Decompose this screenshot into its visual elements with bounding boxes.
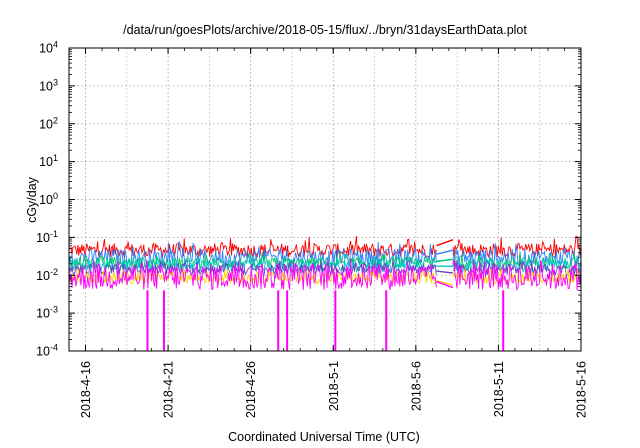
series-trace (68, 258, 437, 291)
y-tick-exponent: -3 (50, 305, 58, 315)
gap-connector (436, 258, 454, 263)
series-trace (452, 258, 582, 292)
series-6 (68, 258, 582, 351)
y-tick-base: 10 (36, 231, 50, 245)
y-tick-base: 10 (39, 117, 53, 131)
data-series (68, 235, 582, 351)
y-tick-label: 10-2 (36, 267, 58, 283)
x-tick-label: 2018-5-1 (327, 361, 341, 411)
y-tick-label: 10-3 (36, 305, 58, 321)
y-tick-base: 10 (39, 193, 53, 207)
x-tick-label: 2018-5-11 (492, 361, 506, 417)
x-tick-label: 2018-4-21 (162, 361, 176, 418)
gap-connector (436, 249, 454, 255)
y-tick-base: 10 (36, 307, 50, 321)
y-tick-label: 10-4 (36, 343, 58, 359)
series-trace (68, 236, 437, 259)
y-tick-label: 10-1 (36, 229, 58, 245)
x-tick-label: 2018-4-26 (244, 361, 258, 418)
y-tick-exponent: 1 (53, 153, 58, 163)
x-tick-label: 2018-4-16 (79, 361, 93, 418)
y-tick-base: 10 (39, 79, 53, 93)
y-tick-label: 100 (39, 191, 58, 207)
gap-connector (436, 239, 454, 247)
y-tick-exponent: -4 (50, 343, 58, 353)
y-tick-exponent: 3 (53, 77, 58, 87)
y-tick-base: 10 (36, 269, 50, 283)
y-tick-label: 103 (39, 77, 58, 93)
chart-title: /data/run/goesPlots/archive/2018-05-15/f… (123, 23, 527, 37)
y-tick-label: 104 (39, 40, 58, 56)
gap-connector (436, 280, 454, 286)
x-axis-label: Coordinated Universal Time (UTC) (228, 430, 420, 444)
y-tick-label: 101 (39, 153, 58, 169)
y-axis-label: cGy/day (25, 176, 39, 223)
y-tick-exponent: 0 (53, 191, 58, 201)
y-tick-exponent: -1 (50, 229, 58, 239)
y-tick-exponent: 2 (53, 115, 58, 125)
y-tick-base: 10 (36, 345, 50, 359)
x-tick-label: 2018-5-16 (575, 361, 589, 418)
x-tick-label: 2018-5-6 (409, 361, 423, 411)
axes-ticks: 10-410-310-210-11001011021031042018-4-16… (36, 40, 588, 419)
y-tick-base: 10 (39, 42, 53, 56)
gap-connector (436, 270, 454, 274)
y-tick-base: 10 (39, 155, 53, 169)
y-tick-exponent: 4 (53, 40, 58, 50)
series-trace (452, 243, 582, 267)
y-tick-label: 102 (39, 115, 58, 131)
gap-connector (436, 280, 454, 289)
y-tick-exponent: -2 (50, 267, 58, 277)
